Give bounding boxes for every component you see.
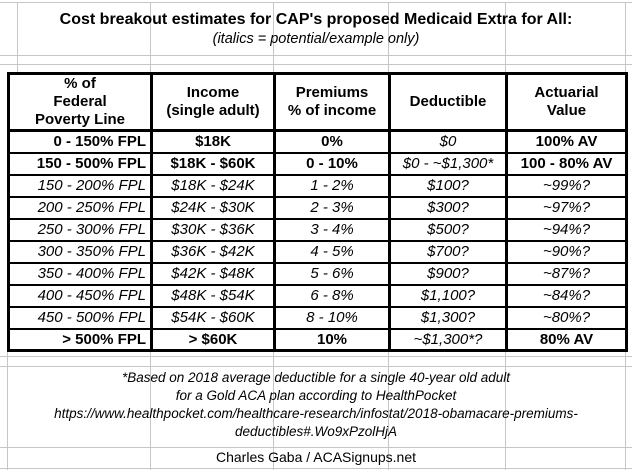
cell-income[interactable]: $42K - $48K [150,261,276,286]
gridline [625,352,626,470]
cell-premiums[interactable]: 5 - 6% [273,261,391,286]
cell-income[interactable]: > $60K [150,327,276,352]
gridline [17,2,18,72]
cell-fpl[interactable]: 350 - 400% FPL [7,261,153,286]
cell-premiums[interactable]: 6 - 8% [273,283,391,308]
table-row: 150 - 200% FPL $18K - $24K 1 - 2% $100? … [7,173,628,198]
gridline [273,2,274,72]
header-cell-fpl[interactable]: % of Federal Poverty Line [7,72,153,132]
header-cell-premiums[interactable]: Premiums % of income [273,72,391,132]
gridline [505,352,506,470]
cell-fpl[interactable]: 400 - 450% FPL [7,283,153,308]
gridline [388,352,389,470]
gridline [505,2,506,72]
cell-deductible[interactable]: $100? [388,173,508,198]
table-row: 300 - 350% FPL $36K - $42K 4 - 5% $700? … [7,239,628,264]
gridline [0,55,632,56]
cost-table: % of Federal Poverty Line Income (single… [7,72,628,352]
table-row: 400 - 450% FPL $48K - $54K 6 - 8% $1,100… [7,283,628,308]
cell-fpl[interactable]: 200 - 250% FPL [7,195,153,220]
header-row: % of Federal Poverty Line Income (single… [7,72,628,132]
footnote-url-line: deductibles#.Wo9xPzolHjA [234,424,398,439]
cell-deductible[interactable]: $700? [388,239,508,264]
cell-income[interactable]: $54K - $60K [150,305,276,330]
gridline [0,468,632,469]
cell-premiums[interactable]: 10% [273,327,391,352]
cell-av[interactable]: 80% AV [505,327,628,352]
gridline [7,352,8,470]
cell-premiums[interactable]: 0% [273,129,391,154]
gridline [388,2,389,72]
cell-premiums[interactable]: 3 - 4% [273,217,391,242]
footnote-block: *Based on 2018 average deductible for a … [0,369,632,441]
cell-income[interactable]: $18K [150,129,276,154]
footnote-line: *Based on 2018 average deductible for a … [121,370,511,385]
cell-deductible[interactable]: $500? [388,217,508,242]
cell-fpl[interactable]: 150 - 200% FPL [7,173,153,198]
footnote-url-line: https://www.healthpocket.com/healthcare-… [54,406,578,421]
cell-deductible[interactable]: $300? [388,195,508,220]
gridline [0,447,632,448]
cell-deductible[interactable]: $0 [388,129,508,154]
cell-income[interactable]: $36K - $42K [150,239,276,264]
gridline [0,2,632,3]
cell-deductible[interactable]: ~$1,300*? [388,327,508,352]
cell-premiums[interactable]: 0 - 10% [273,151,391,176]
cell-premiums[interactable]: 2 - 3% [273,195,391,220]
gridline [0,366,632,367]
credit-line: Charles Gaba / ACASignups.net [215,449,416,465]
table-row: 350 - 400% FPL $42K - $48K 5 - 6% $900? … [7,261,628,286]
table-row: 450 - 500% FPL $54K - $60K 8 - 10% $1,30… [7,305,628,330]
cell-av[interactable]: ~80%? [505,305,628,330]
gridline [273,352,274,470]
gridline [150,2,151,72]
cell-premiums[interactable]: 1 - 2% [273,173,391,198]
gridline [625,2,626,72]
cell-fpl[interactable]: 450 - 500% FPL [7,305,153,330]
cell-av[interactable]: ~97%? [505,195,628,220]
cell-av[interactable]: ~99%? [505,173,628,198]
cell-deductible[interactable]: $1,100? [388,283,508,308]
cell-av[interactable]: ~84%? [505,283,628,308]
cell-fpl[interactable]: 0 - 150% FPL [7,129,153,154]
cell-income[interactable]: $48K - $54K [150,283,276,308]
table-row: 200 - 250% FPL $24K - $30K 2 - 3% $300? … [7,195,628,220]
cell-fpl[interactable]: > 500% FPL [7,327,153,352]
cell-premiums[interactable]: 8 - 10% [273,305,391,330]
gridline [0,64,632,65]
cell-income[interactable]: $18K - $24K [150,173,276,198]
header-cell-av[interactable]: Actuarial Value [505,72,628,132]
cell-deductible[interactable]: $1,300? [388,305,508,330]
cell-fpl[interactable]: 300 - 350% FPL [7,239,153,264]
cell-income[interactable]: $30K - $36K [150,217,276,242]
cell-av[interactable]: 100% AV [505,129,628,154]
page-title: Cost breakout estimates for CAP's propos… [59,11,573,28]
header-cell-deductible[interactable]: Deductible [388,72,508,132]
cell-av[interactable]: 100 - 80% AV [505,151,628,176]
title-block: Cost breakout estimates for CAP's propos… [0,10,632,49]
cell-premiums[interactable]: 4 - 5% [273,239,391,264]
cell-deductible[interactable]: $0 - ~$1,300* [388,151,508,176]
header-cell-income[interactable]: Income (single adult) [150,72,276,132]
table-row: 250 - 300% FPL $30K - $36K 3 - 4% $500? … [7,217,628,242]
cell-income[interactable]: $18K - $60K [150,151,276,176]
page-subtitle: (italics = potential/example only) [212,31,420,47]
table-row: > 500% FPL > $60K 10% ~$1,300*? 80% AV [7,327,628,352]
cell-income[interactable]: $24K - $30K [150,195,276,220]
cell-av[interactable]: ~90%? [505,239,628,264]
cell-av[interactable]: ~94%? [505,217,628,242]
cell-deductible[interactable]: $900? [388,261,508,286]
gridline [0,356,632,357]
gridline [150,352,151,470]
cell-av[interactable]: ~87%? [505,261,628,286]
footnote-line: for a Gold ACA plan according to HealthP… [175,388,457,403]
cell-fpl[interactable]: 250 - 300% FPL [7,217,153,242]
cell-fpl[interactable]: 150 - 500% FPL [7,151,153,176]
table-row: 0 - 150% FPL $18K 0% $0 100% AV [7,129,628,154]
table-row: 150 - 500% FPL $18K - $60K 0 - 10% $0 - … [7,151,628,176]
